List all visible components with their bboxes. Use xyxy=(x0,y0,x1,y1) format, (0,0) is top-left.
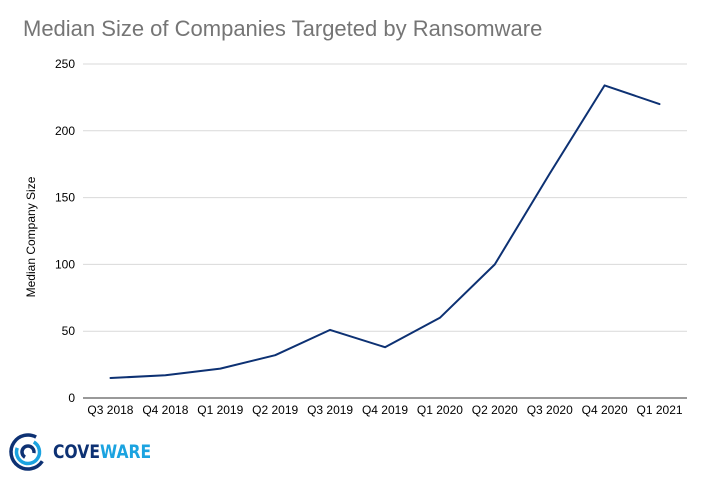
x-tick-label: Q1 2019 xyxy=(197,403,243,417)
y-tick-label: 150 xyxy=(55,191,75,205)
series-line xyxy=(109,84,661,379)
x-tick-label: Q3 2018 xyxy=(87,403,133,417)
x-tick-label: Q1 2020 xyxy=(417,403,463,417)
brand-name: COVEWARE xyxy=(53,441,151,463)
concentric-circles-icon xyxy=(9,433,47,471)
x-tick-label: Q1 2021 xyxy=(637,403,683,417)
brand-name-part2: WARE xyxy=(99,441,152,463)
y-tick-label: 250 xyxy=(55,57,75,71)
x-axis-ticks: Q3 2018 Q4 2018 Q1 2019 Q2 2019 Q3 2019 Q4 20… xyxy=(87,403,682,417)
chart-title: Median Size of Companies Targeted by Ran… xyxy=(23,16,543,41)
y-axis-ticks: 0 50 100 150 200 250 xyxy=(55,57,75,405)
brand-logo: COVEWARE xyxy=(8,430,173,474)
y-tick-label: 50 xyxy=(62,324,76,338)
y-axis-label: Median Company Size xyxy=(24,176,38,297)
x-tick-label: Q2 2019 xyxy=(252,403,298,417)
brand-name-part1: COVE xyxy=(53,441,100,463)
x-tick-label: Q4 2018 xyxy=(142,403,188,417)
x-tick-label: Q4 2019 xyxy=(362,403,408,417)
y-tick-label: 200 xyxy=(55,124,75,138)
x-tick-label: Q2 2020 xyxy=(472,403,518,417)
x-tick-label: Q4 2020 xyxy=(582,403,628,417)
line-chart: 0 50 100 150 200 250 Q3 2018 Q4 2018 Q1 2019 Q2 … xyxy=(24,57,687,417)
x-tick-label: Q3 2020 xyxy=(527,403,573,417)
y-tick-label: 100 xyxy=(55,257,75,271)
series-group xyxy=(109,84,661,379)
y-tick-label: 0 xyxy=(68,391,75,405)
x-tick-label: Q3 2019 xyxy=(307,403,353,417)
gridlines xyxy=(83,63,687,399)
